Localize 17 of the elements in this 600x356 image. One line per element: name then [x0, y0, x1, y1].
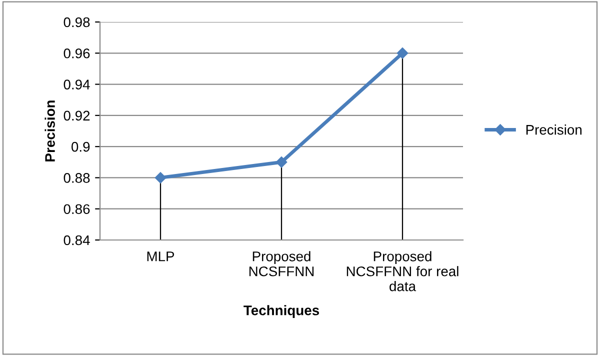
x-tick-label: Proposed NCSFFNN for real data	[346, 251, 458, 292]
point	[276, 156, 288, 168]
x-tick-label: MLP	[147, 252, 174, 262]
y-tick-label: 0.94	[64, 80, 90, 90]
point	[154, 172, 166, 184]
x-tick-label: Proposed NCSFFNN	[249, 251, 314, 276]
y-tick-label: 0.86	[64, 204, 90, 214]
y-tick-label: 0.98	[64, 17, 90, 28]
y-tick-label: 0.9	[72, 142, 90, 152]
point	[396, 48, 408, 59]
y-axis-title: Precision	[44, 100, 55, 162]
y-tick-label: 0.88	[64, 173, 90, 183]
x-axis-title: Techniques	[244, 305, 320, 318]
y-tick-label: 0.92	[64, 110, 90, 121]
y-tick-label: 0.96	[64, 48, 90, 58]
y-tick-label: 0.84	[64, 235, 90, 246]
legend-label: Precision	[526, 124, 582, 135]
